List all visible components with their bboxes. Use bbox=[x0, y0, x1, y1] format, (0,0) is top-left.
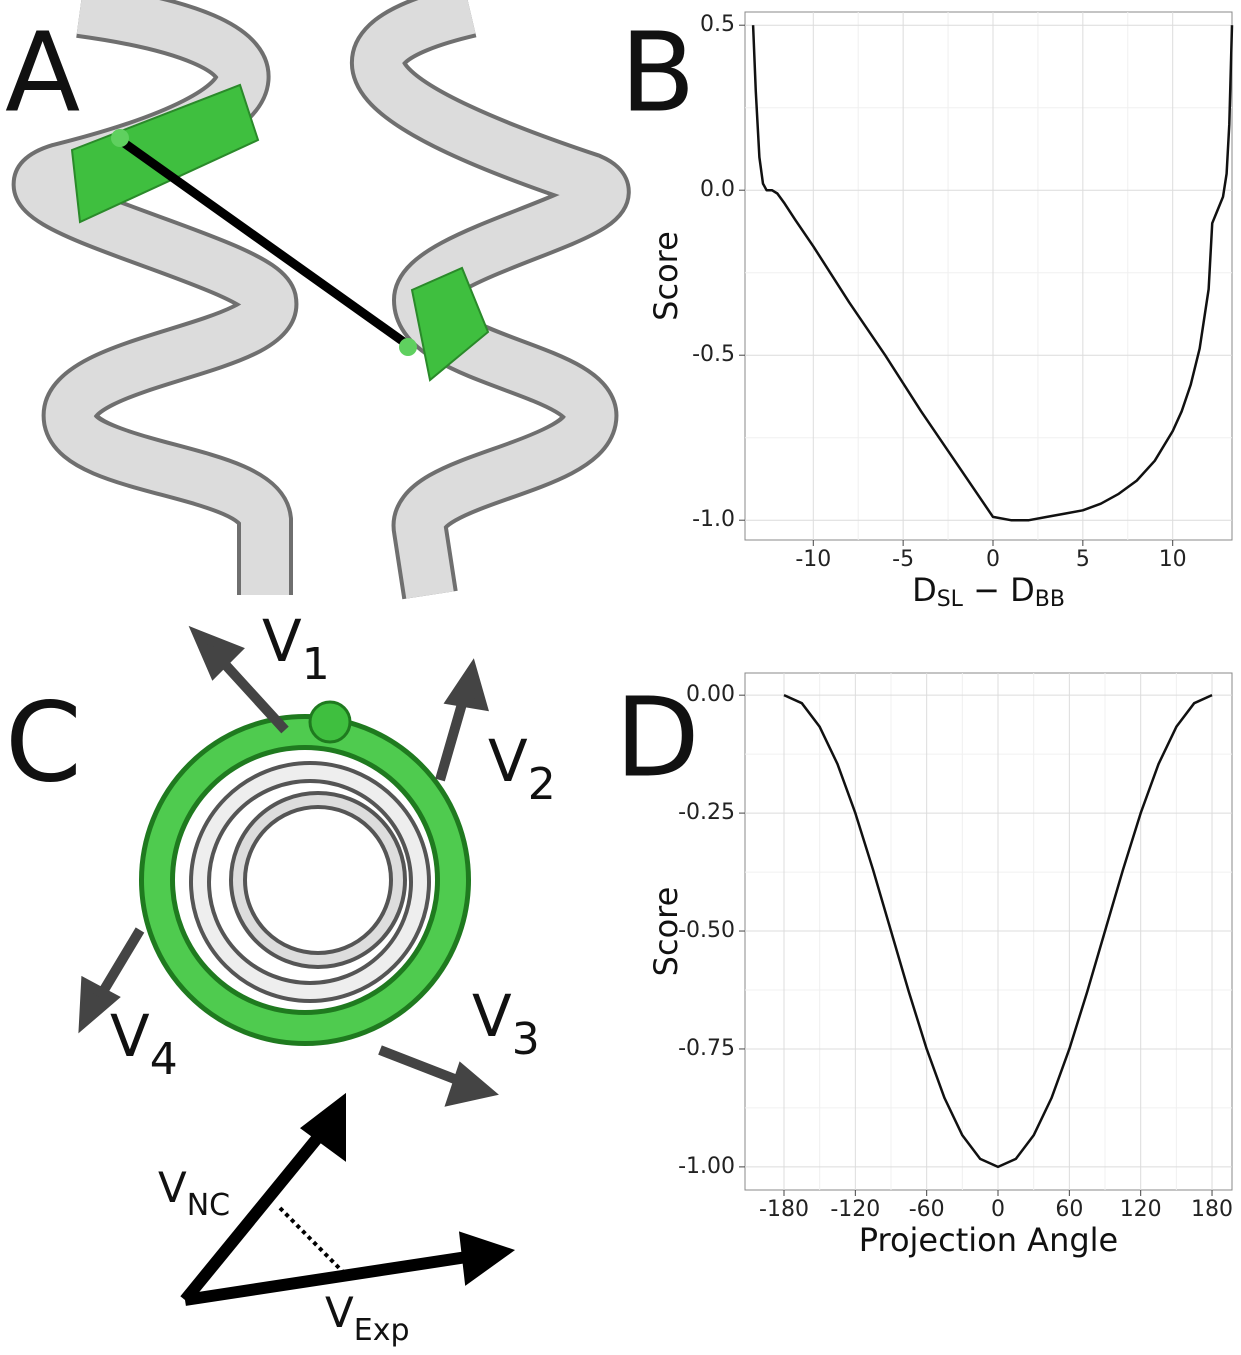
helix-illustration bbox=[0, 0, 631, 600]
y-tick-label: 0.5 bbox=[700, 12, 735, 37]
helix-top-view bbox=[78, 625, 516, 1306]
vector-label: V2 bbox=[488, 727, 556, 810]
y-tick-label: -0.5 bbox=[692, 342, 735, 367]
x-tick-label: -120 bbox=[830, 1197, 880, 1222]
x-axis-title-part: D bbox=[1010, 571, 1035, 609]
y-tick-label: -0.75 bbox=[678, 1036, 735, 1061]
vector-label: VNC bbox=[158, 1163, 230, 1223]
x-axis-title: DSL − DBB bbox=[912, 571, 1065, 612]
x-tick-label: 180 bbox=[1191, 1197, 1233, 1222]
x-tick-label: 60 bbox=[1055, 1197, 1083, 1222]
x-tick-label: -10 bbox=[795, 547, 831, 572]
x-tick-label: -60 bbox=[909, 1197, 945, 1222]
panel-label: C bbox=[5, 678, 82, 806]
vector-subscript: 4 bbox=[150, 1034, 178, 1085]
x-tick-label: -180 bbox=[759, 1197, 809, 1222]
vector-name: V bbox=[488, 727, 528, 795]
x-tick-label: 10 bbox=[1159, 547, 1187, 572]
vector-name: V bbox=[158, 1163, 187, 1212]
x-tick-label: 0 bbox=[986, 547, 1000, 572]
y-tick-label: -0.25 bbox=[678, 800, 735, 825]
vector-label: V3 bbox=[472, 982, 540, 1065]
x-axis-title-subscript: SL bbox=[937, 587, 964, 612]
x-axis-title-part: − bbox=[963, 571, 1010, 609]
vector-subscript: NC bbox=[187, 1188, 230, 1223]
panel-label: B bbox=[620, 8, 695, 136]
vector-label: VExp bbox=[325, 1288, 410, 1348]
vector-name: V bbox=[325, 1288, 354, 1337]
x-axis-title-part: D bbox=[912, 571, 937, 609]
line-series bbox=[783, 694, 1213, 1169]
y-axis-title: Score bbox=[647, 887, 685, 977]
line-series bbox=[751, 25, 1234, 522]
x-axis-title-subscript: BB bbox=[1035, 587, 1065, 612]
vector-subscript: 2 bbox=[528, 759, 556, 810]
y-tick-label: -1.00 bbox=[678, 1154, 735, 1179]
vector-subscript: 3 bbox=[512, 1014, 540, 1065]
x-axis-title: Projection Angle bbox=[859, 1221, 1118, 1259]
y-tick-label: -0.50 bbox=[678, 918, 735, 943]
vector-label: V1 bbox=[262, 607, 330, 690]
y-axis-title: Score bbox=[647, 231, 685, 321]
x-tick-label: 120 bbox=[1120, 1197, 1162, 1222]
panel-label: D bbox=[615, 673, 700, 801]
y-tick-label: 0.00 bbox=[686, 682, 735, 707]
chart: -180 -120 -60 0 60 120 180 0.00 -0.25 -0.50 -0.75 -… bbox=[647, 672, 1233, 1259]
x-tick-label: 0 bbox=[991, 1197, 1005, 1222]
x-axis-title-part: Projection Angle bbox=[859, 1221, 1118, 1259]
vector-name: V bbox=[472, 982, 512, 1050]
y-tick-label: -1.0 bbox=[692, 507, 735, 532]
x-tick-label: -5 bbox=[892, 547, 914, 572]
vector-name: V bbox=[262, 607, 302, 675]
x-tick-label: 5 bbox=[1076, 547, 1090, 572]
vector-subscript: 1 bbox=[302, 639, 330, 690]
vector-name: V bbox=[110, 1002, 150, 1070]
panel-label: A bbox=[5, 8, 80, 136]
vector-subscript: Exp bbox=[354, 1313, 410, 1348]
plot-area bbox=[744, 11, 1233, 541]
y-tick-label: 0.0 bbox=[700, 177, 735, 202]
vector-label: V4 bbox=[110, 1002, 178, 1085]
